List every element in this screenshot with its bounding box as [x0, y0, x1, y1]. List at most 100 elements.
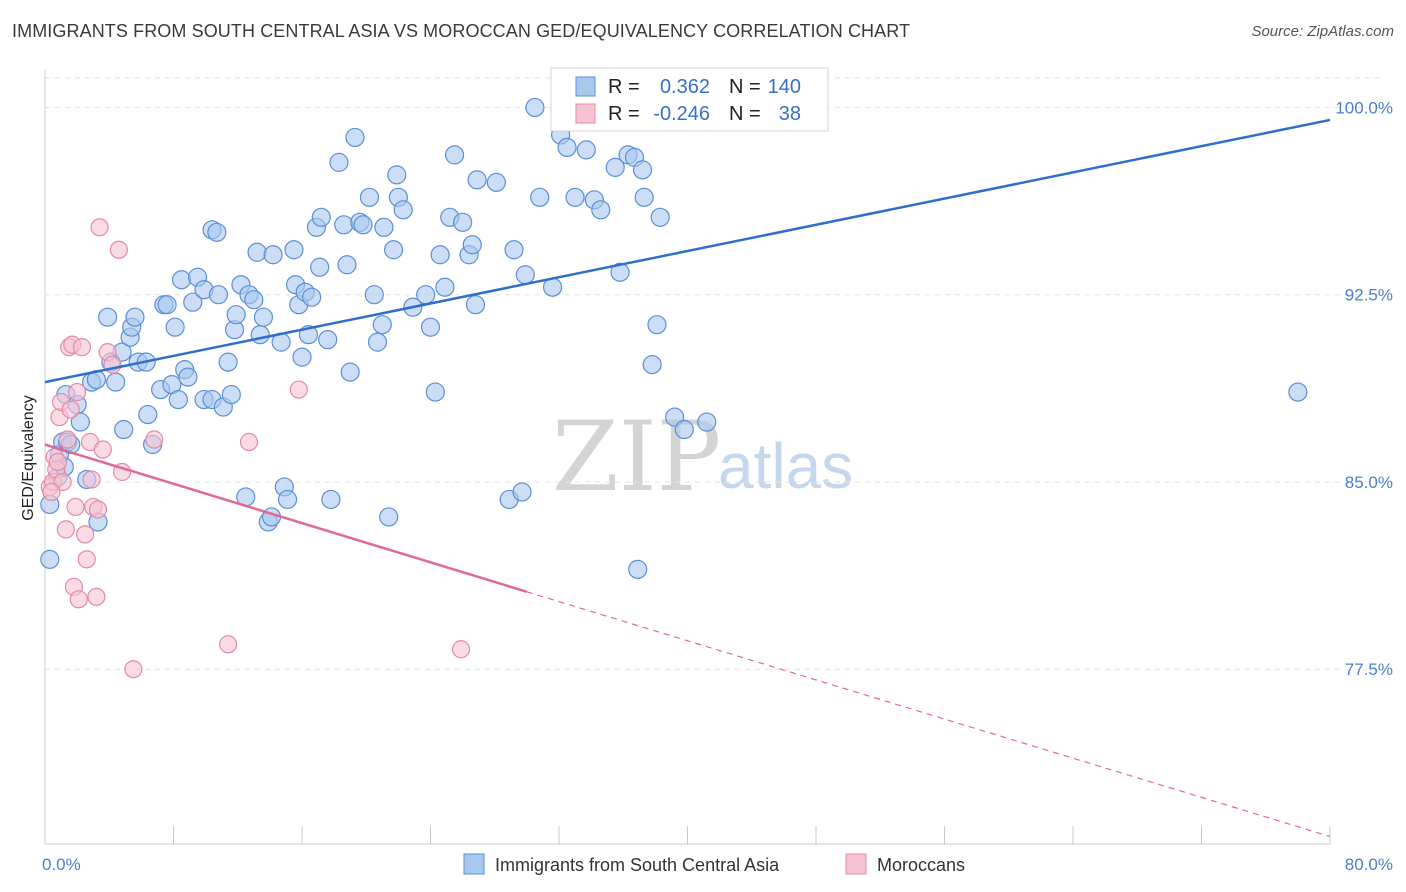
data-point: [451, 640, 471, 659]
data-point: [1288, 382, 1308, 402]
legend-frame: [550, 67, 829, 132]
data-point: [530, 187, 550, 207]
data-point: [221, 384, 241, 405]
data-point: [515, 265, 535, 285]
x-tick-label-max: 80.0%: [1345, 855, 1393, 874]
legend-n-label-2: N =: [729, 103, 761, 125]
data-point: [263, 245, 283, 265]
data-point: [462, 235, 482, 255]
data-point: [218, 352, 238, 372]
data-point: [56, 520, 75, 539]
data-point: [634, 187, 654, 207]
data-point: [82, 470, 101, 489]
data-point: [697, 412, 717, 432]
watermark-zip: ZIP: [552, 401, 721, 513]
y-tick-label: 77.5%: [1345, 660, 1393, 679]
data-point: [525, 97, 545, 118]
data-point: [157, 295, 177, 315]
bottom-legend-label-blue: Immigrants from South Central Asia: [495, 855, 780, 875]
data-point: [486, 172, 506, 192]
data-point: [610, 262, 630, 282]
data-point: [310, 257, 330, 277]
data-point: [465, 295, 486, 315]
data-point: [435, 277, 455, 297]
data-point: [340, 362, 360, 382]
trend-line-pink: [44, 443, 528, 594]
data-point: [444, 145, 465, 165]
data-point: [40, 549, 60, 569]
data-point: [605, 157, 625, 177]
data-point: [208, 285, 229, 305]
data-point: [165, 317, 185, 337]
data-point: [98, 307, 118, 327]
data-point: [106, 372, 126, 392]
data-point: [334, 215, 354, 235]
data-point: [512, 482, 532, 502]
trend-line-pink-extension: [526, 591, 1331, 838]
data-point: [647, 315, 667, 335]
data-point: [359, 187, 380, 207]
watermark-atlas: atlas: [718, 430, 853, 502]
series-south-central-asia: [40, 97, 1308, 579]
data-point: [345, 127, 365, 148]
data-point: [76, 525, 95, 544]
data-point: [88, 500, 108, 519]
x-tick-label-min: 0.0%: [42, 855, 81, 874]
legend-box: R = 0.362 N = 140 R = -0.246 N = 38: [550, 67, 829, 132]
data-point: [219, 635, 238, 654]
data-point: [650, 207, 670, 227]
data-point: [576, 140, 596, 160]
bottom-legend-label-pink: Moroccans: [877, 855, 965, 875]
data-point: [367, 332, 388, 352]
data-point: [109, 240, 128, 259]
data-point: [171, 270, 192, 290]
data-point: [430, 245, 450, 265]
data-point: [383, 240, 404, 260]
data-point: [114, 419, 134, 440]
data-point: [372, 315, 392, 335]
data-point: [353, 215, 373, 235]
data-point: [42, 482, 61, 502]
data-point: [374, 217, 394, 237]
legend-swatch-pink: [575, 103, 596, 124]
data-point: [557, 137, 577, 157]
data-point: [239, 432, 259, 452]
data-point: [292, 347, 312, 367]
data-point: [364, 285, 384, 305]
data-point: [125, 307, 145, 327]
data-point: [69, 590, 88, 609]
y-axis-title: GED/Equivalency: [20, 395, 37, 520]
data-point: [302, 287, 322, 307]
bottom-legend-swatch-blue: [463, 853, 485, 875]
data-point: [207, 222, 227, 242]
data-point: [145, 430, 164, 449]
legend-r-value-2: -0.246: [653, 103, 710, 125]
data-point: [183, 292, 203, 312]
data-point: [70, 412, 90, 432]
legend-n-value-2: 38: [779, 103, 801, 125]
gridlines: [45, 77, 1385, 670]
data-point: [48, 452, 67, 472]
x-ticks: [44, 826, 1331, 844]
data-point: [93, 440, 112, 459]
y-tick-label: 85.0%: [1345, 473, 1393, 492]
bottom-legend: Immigrants from South Central Asia Moroc…: [463, 853, 965, 875]
data-point: [168, 389, 188, 410]
data-point: [90, 218, 109, 237]
data-point: [87, 587, 106, 606]
legend-n-label-1: N =: [729, 76, 761, 98]
data-point: [565, 187, 585, 207]
data-point: [329, 152, 349, 172]
data-point: [674, 419, 694, 440]
data-point: [453, 212, 473, 232]
data-point: [504, 240, 524, 260]
trend-line-blue: [44, 118, 1331, 384]
data-point: [642, 355, 662, 375]
data-point: [58, 430, 77, 449]
data-point: [178, 367, 198, 387]
legend-r-value-1: 0.362: [660, 76, 710, 98]
chart-source: Source: ZipAtlas.com: [1251, 23, 1394, 40]
data-point: [124, 660, 143, 679]
data-point: [591, 200, 611, 220]
